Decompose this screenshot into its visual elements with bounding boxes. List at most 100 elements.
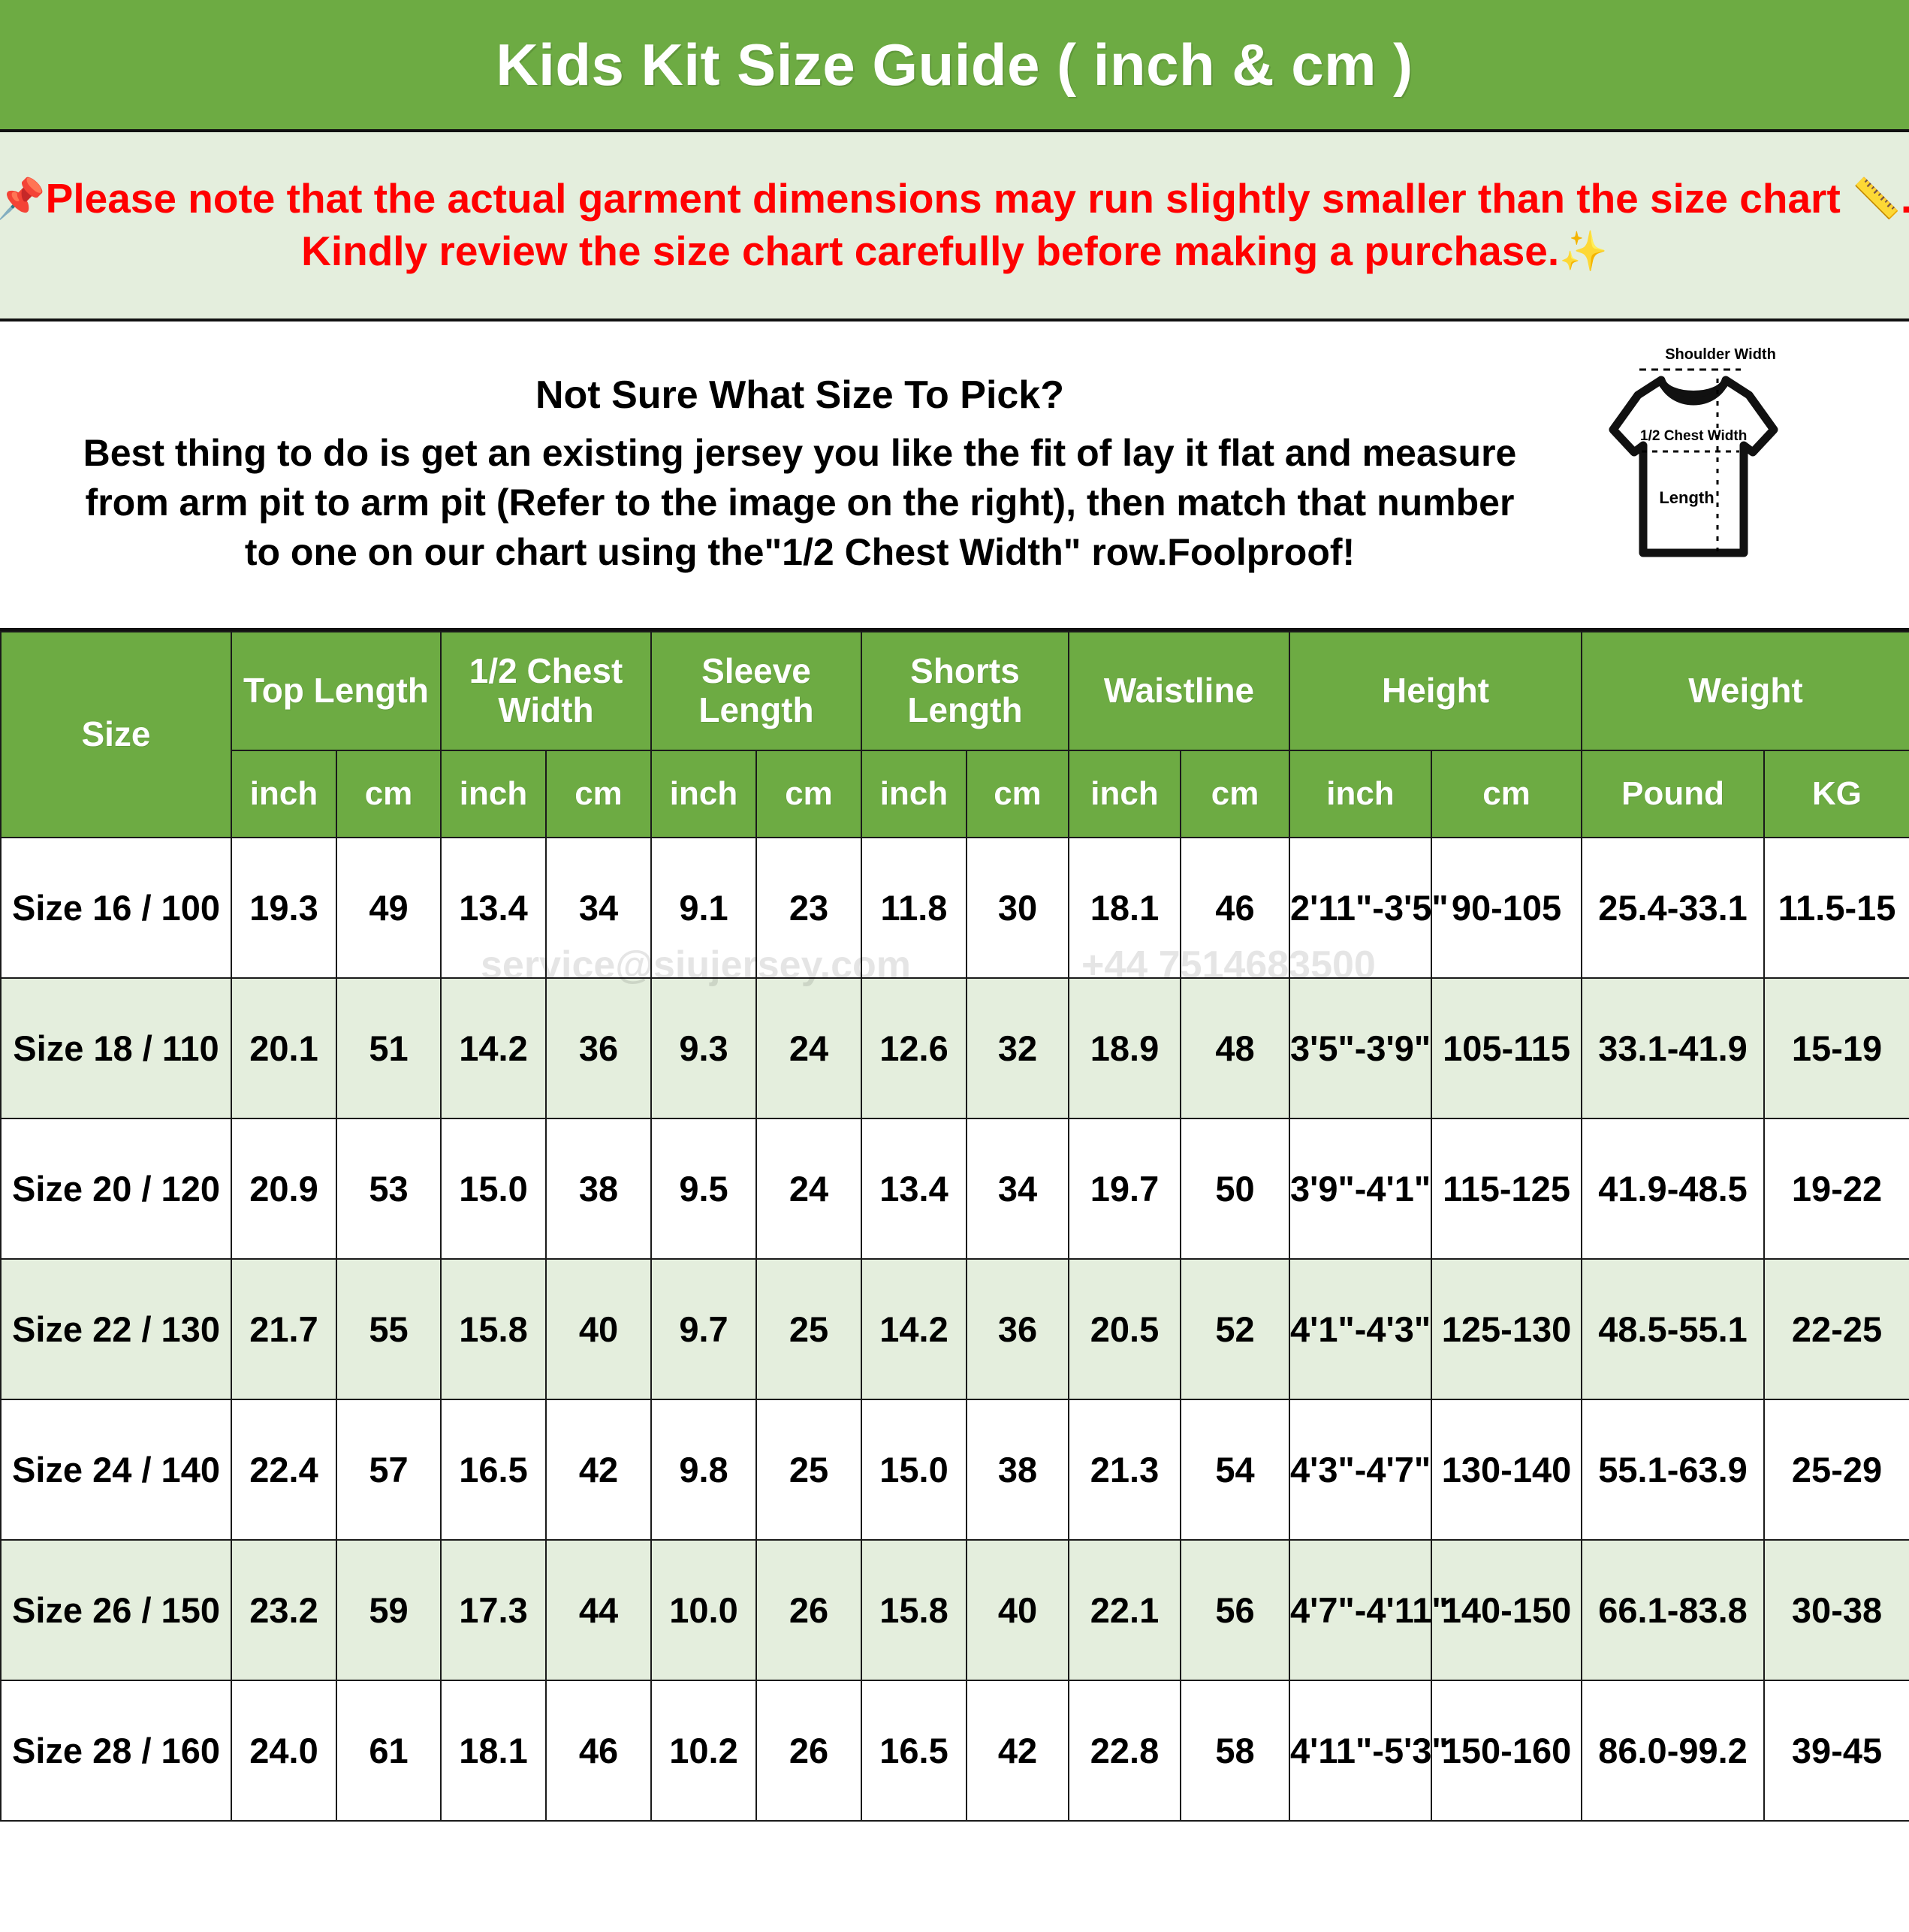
cell-sleeve_inch: 9.7 bbox=[650, 1258, 757, 1400]
cell-top_length_cm: 55 bbox=[336, 1258, 442, 1400]
cell-waist_cm: 52 bbox=[1180, 1258, 1291, 1400]
size-chart-table: Size Top Length 1/2 Chest Width Sleeve L… bbox=[0, 631, 1909, 1822]
instructions-line-2: from arm pit to arm pit (Refer to the im… bbox=[85, 481, 1515, 524]
cell-half_chest_inch: 15.8 bbox=[440, 1258, 547, 1400]
cell-height_cm: 140-150 bbox=[1431, 1539, 1583, 1681]
table-row: Size 20 / 120 20.9 53 15.0 38 9.5 24 13.4 34 19.7… bbox=[0, 1118, 1909, 1260]
cell-half_chest_inch: 18.1 bbox=[440, 1680, 547, 1822]
cell-waist_cm: 58 bbox=[1180, 1680, 1291, 1822]
cell-half_chest_cm: 40 bbox=[545, 1258, 652, 1400]
unit-header-shorts-inch: inch bbox=[861, 750, 967, 838]
cell-height_inch: 4'11"-5'3" bbox=[1289, 1680, 1449, 1822]
cell-shorts_inch: 14.2 bbox=[861, 1258, 967, 1400]
cell-height_inch: 3'5"-3'9" bbox=[1289, 977, 1433, 1119]
cell-sleeve_inch: 9.5 bbox=[650, 1118, 757, 1260]
row-size-label: Size 22 / 130 bbox=[0, 1258, 232, 1400]
cell-waist_cm: 50 bbox=[1180, 1118, 1291, 1260]
page-title-bar: Kids Kit Size Guide ( inch & cm ) bbox=[0, 0, 1909, 132]
cell-height_inch: 2'11"-3'5" bbox=[1289, 837, 1449, 979]
shoulder-width-label: Shoulder Width bbox=[1665, 346, 1776, 363]
cell-shorts_inch: 16.5 bbox=[861, 1680, 967, 1822]
cell-half_chest_cm: 34 bbox=[545, 837, 652, 979]
cell-sleeve_cm: 25 bbox=[755, 1399, 862, 1541]
unit-header-height-inch: inch bbox=[1289, 750, 1433, 838]
cell-shorts_cm: 36 bbox=[965, 1258, 1070, 1400]
cell-half_chest_cm: 38 bbox=[545, 1118, 652, 1260]
cell-shorts_cm: 32 bbox=[965, 977, 1070, 1119]
cell-shorts_inch: 15.8 bbox=[861, 1539, 967, 1681]
row-size-label: Size 16 / 100 bbox=[0, 837, 232, 979]
cell-half_chest_cm: 44 bbox=[545, 1539, 652, 1681]
ruler-icon: 📏 bbox=[1852, 177, 1901, 222]
unit-header-top-length-inch: inch bbox=[231, 750, 337, 838]
unit-header-waist-inch: inch bbox=[1068, 750, 1182, 838]
cell-top_length_inch: 19.3 bbox=[231, 837, 337, 979]
cell-top_length_inch: 22.4 bbox=[231, 1399, 337, 1541]
cell-sleeve_cm: 24 bbox=[755, 1118, 862, 1260]
cell-top_length_inch: 20.1 bbox=[231, 977, 337, 1119]
cell-shorts_inch: 11.8 bbox=[861, 837, 967, 979]
col-header-size: Size bbox=[0, 631, 232, 838]
unit-header-sleeve-inch: inch bbox=[650, 750, 757, 838]
cell-top_length_cm: 51 bbox=[336, 977, 442, 1119]
cell-half_chest_inch: 17.3 bbox=[440, 1539, 547, 1681]
table-unit-header-row: inch cm inch cm inch cm inch cm inch cm … bbox=[1, 750, 1909, 838]
cell-height_cm: 105-115 bbox=[1431, 977, 1583, 1119]
cell-shorts_cm: 38 bbox=[965, 1399, 1070, 1541]
cell-weight_kg: 30-38 bbox=[1763, 1539, 1909, 1681]
half-chest-width-label: 1/2 Chest Width bbox=[1640, 428, 1747, 444]
cell-sleeve_inch: 10.2 bbox=[650, 1680, 757, 1822]
cell-top_length_inch: 21.7 bbox=[231, 1258, 337, 1400]
cell-height_inch: 4'3"-4'7" bbox=[1289, 1399, 1433, 1541]
unit-header-weight-pound: Pound bbox=[1581, 750, 1766, 838]
cell-weight_pound: 86.0-99.2 bbox=[1581, 1680, 1766, 1822]
cell-top_length_cm: 59 bbox=[336, 1539, 442, 1681]
cell-height_inch: 4'7"-4'11" bbox=[1289, 1539, 1449, 1681]
sparkles-icon: ✨ bbox=[1559, 229, 1608, 273]
cell-top_length_cm: 57 bbox=[336, 1399, 442, 1541]
instructions-heading: Not Sure What Size To Pick? bbox=[535, 373, 1064, 417]
cell-waist_inch: 22.1 bbox=[1068, 1539, 1182, 1681]
instructions-line-3: to one on our chart using the"1/2 Chest … bbox=[244, 531, 1356, 573]
cell-weight_pound: 55.1-63.9 bbox=[1581, 1399, 1766, 1541]
unit-header-height-cm: cm bbox=[1431, 750, 1583, 838]
table-row: Size 26 / 150 23.2 59 17.3 44 10.0 26 15.8 40 22.… bbox=[0, 1539, 1909, 1681]
cell-top_length_cm: 61 bbox=[336, 1680, 442, 1822]
cell-shorts_inch: 15.0 bbox=[861, 1399, 967, 1541]
cell-waist_inch: 18.1 bbox=[1068, 837, 1182, 979]
cell-sleeve_inch: 9.1 bbox=[650, 837, 757, 979]
col-header-weight: Weight bbox=[1581, 631, 1909, 751]
unit-header-top-length-cm: cm bbox=[336, 750, 442, 838]
cell-sleeve_inch: 9.3 bbox=[650, 977, 757, 1119]
notice-line-1-tail: . bbox=[1901, 177, 1909, 221]
page-title: Kids Kit Size Guide ( inch & cm ) bbox=[496, 31, 1413, 98]
cell-weight_pound: 25.4-33.1 bbox=[1581, 837, 1766, 979]
notice-line-1-text: Please note that the actual garment dime… bbox=[45, 175, 1841, 222]
row-size-label: Size 24 / 140 bbox=[0, 1399, 232, 1541]
row-size-label: Size 18 / 110 bbox=[0, 977, 232, 1119]
cell-half_chest_inch: 14.2 bbox=[440, 977, 547, 1119]
notice-line-2-text: Kindly review the size chart carefully b… bbox=[301, 228, 1560, 274]
col-header-height: Height bbox=[1289, 631, 1583, 751]
length-label: Length bbox=[1659, 488, 1714, 507]
tshirt-measurement-diagram: Shoulder Width 1/2 Chest Width Length bbox=[1597, 340, 1844, 610]
cell-waist_inch: 21.3 bbox=[1068, 1399, 1182, 1541]
cell-top_length_inch: 24.0 bbox=[231, 1680, 337, 1822]
cell-sleeve_cm: 26 bbox=[755, 1680, 862, 1822]
cell-shorts_inch: 12.6 bbox=[861, 977, 967, 1119]
notice-banner: 📌 Please note that the actual garment di… bbox=[0, 132, 1909, 321]
unit-header-half-chest-inch: inch bbox=[440, 750, 547, 838]
cell-half_chest_cm: 42 bbox=[545, 1399, 652, 1541]
unit-header-half-chest-cm: cm bbox=[545, 750, 652, 838]
cell-height_cm: 125-130 bbox=[1431, 1258, 1583, 1400]
cell-top_length_inch: 20.9 bbox=[231, 1118, 337, 1260]
cell-sleeve_cm: 26 bbox=[755, 1539, 862, 1681]
tshirt-icon bbox=[1609, 376, 1778, 557]
instructions-line-1: Best thing to do is get an existing jers… bbox=[83, 432, 1517, 474]
cell-weight_kg: 25-29 bbox=[1763, 1399, 1909, 1541]
col-header-waistline: Waistline bbox=[1068, 631, 1291, 751]
cell-shorts_cm: 42 bbox=[965, 1680, 1070, 1822]
cell-shorts_inch: 13.4 bbox=[861, 1118, 967, 1260]
cell-sleeve_cm: 23 bbox=[755, 837, 862, 979]
